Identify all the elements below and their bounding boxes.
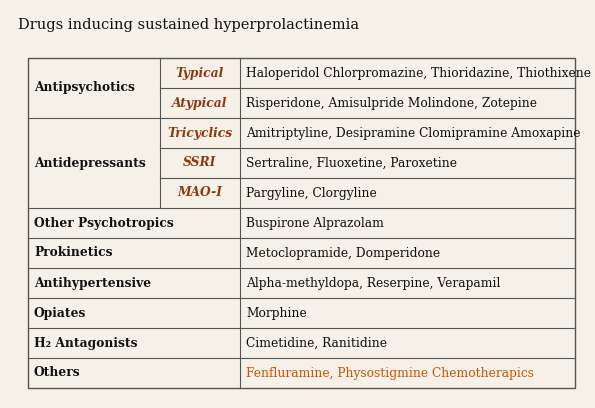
Text: Prokinetics: Prokinetics — [34, 246, 112, 259]
Text: MAO-I: MAO-I — [177, 186, 223, 200]
Text: Others: Others — [34, 366, 81, 379]
Text: Sertraline, Fluoxetine, Paroxetine: Sertraline, Fluoxetine, Paroxetine — [246, 157, 457, 169]
Text: Alpha-methyldopa, Reserpine, Verapamil: Alpha-methyldopa, Reserpine, Verapamil — [246, 277, 500, 290]
Text: Atypical: Atypical — [173, 97, 228, 109]
Text: Tricyclics: Tricyclics — [167, 126, 233, 140]
Text: Buspirone Alprazolam: Buspirone Alprazolam — [246, 217, 384, 229]
Text: Haloperidol Chlorpromazine, Thioridazine, Thiothixene: Haloperidol Chlorpromazine, Thioridazine… — [246, 67, 591, 80]
Text: SSRI: SSRI — [183, 157, 217, 169]
Text: H₂ Antagonists: H₂ Antagonists — [34, 337, 137, 350]
Bar — [28, 58, 575, 388]
Text: Antidepressants: Antidepressants — [34, 157, 146, 169]
Text: Typical: Typical — [176, 67, 224, 80]
Text: Risperidone, Amisulpride Molindone, Zotepine: Risperidone, Amisulpride Molindone, Zote… — [246, 97, 537, 109]
Text: Amitriptyline, Desipramine Clomipramine Amoxapine: Amitriptyline, Desipramine Clomipramine … — [246, 126, 581, 140]
Text: Morphine: Morphine — [246, 306, 307, 319]
Text: Other Psychotropics: Other Psychotropics — [34, 217, 174, 229]
Text: Metoclopramide, Domperidone: Metoclopramide, Domperidone — [246, 246, 440, 259]
Text: Cimetidine, Ranitidine: Cimetidine, Ranitidine — [246, 337, 387, 350]
Text: Opiates: Opiates — [34, 306, 86, 319]
Text: Antipsychotics: Antipsychotics — [34, 82, 135, 95]
Text: Drugs inducing sustained hyperprolactinemia: Drugs inducing sustained hyperprolactine… — [18, 18, 359, 32]
Text: Pargyline, Clorgyline: Pargyline, Clorgyline — [246, 186, 377, 200]
Text: Fenfluramine, Physostigmine Chemotherapics: Fenfluramine, Physostigmine Chemotherapi… — [246, 366, 534, 379]
Text: Antihypertensive: Antihypertensive — [34, 277, 151, 290]
